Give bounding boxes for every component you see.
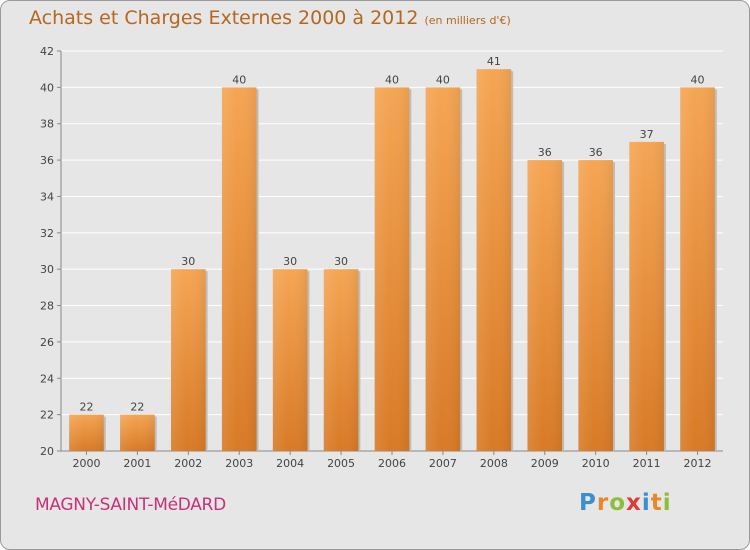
bar-sheen bbox=[323, 269, 359, 451]
bar-sheen bbox=[680, 87, 715, 451]
bar-sheen bbox=[476, 69, 512, 451]
y-tick-label: 32 bbox=[40, 227, 54, 240]
y-tick-label: 38 bbox=[40, 118, 54, 131]
data-label: 22 bbox=[130, 401, 144, 414]
bar-sheen bbox=[120, 414, 155, 451]
y-tick-label: 30 bbox=[40, 263, 54, 276]
x-tick-label: 2001 bbox=[123, 457, 151, 470]
bar-sheen bbox=[69, 414, 104, 451]
bar-sheen bbox=[527, 160, 563, 451]
y-tick-label: 40 bbox=[40, 81, 54, 94]
x-tick-label: 2011 bbox=[633, 457, 661, 470]
data-label: 30 bbox=[334, 255, 348, 268]
data-label: 41 bbox=[487, 55, 501, 68]
y-tick-label: 20 bbox=[40, 445, 54, 458]
x-tick-label: 2000 bbox=[72, 457, 100, 470]
bar-sheen bbox=[374, 87, 410, 451]
x-tick-label: 2007 bbox=[429, 457, 457, 470]
x-tick-label: 2003 bbox=[225, 457, 253, 470]
x-tick-label: 2009 bbox=[531, 457, 559, 470]
data-label: 30 bbox=[181, 255, 195, 268]
bar-sheen bbox=[425, 87, 461, 451]
data-label: 22 bbox=[79, 401, 93, 414]
y-tick-label: 42 bbox=[40, 45, 54, 58]
x-tick-label: 2002 bbox=[174, 457, 202, 470]
chart-title: Achats et Charges Externes 2000 à 2012 bbox=[29, 7, 419, 29]
x-tick-label: 2006 bbox=[378, 457, 406, 470]
bar-sheen bbox=[221, 87, 257, 451]
y-tick-label: 24 bbox=[40, 372, 54, 385]
brand-logo: Proxiti bbox=[579, 490, 672, 516]
place-name: MAGNY-SAINT-MéDARD bbox=[35, 495, 226, 515]
data-label: 40 bbox=[385, 73, 399, 86]
bar-sheen bbox=[578, 160, 614, 451]
data-label: 30 bbox=[283, 255, 297, 268]
data-label: 40 bbox=[436, 73, 450, 86]
data-label: 37 bbox=[640, 128, 654, 141]
y-tick-label: 28 bbox=[40, 300, 54, 313]
chart-subtitle: (en milliers d'€) bbox=[424, 14, 511, 27]
data-label: 40 bbox=[691, 73, 705, 86]
x-tick-label: 2010 bbox=[582, 457, 610, 470]
chart-title-block: Achats et Charges Externes 2000 à 2012 (e… bbox=[29, 7, 511, 29]
y-tick-label: 36 bbox=[40, 154, 54, 167]
x-tick-label: 2008 bbox=[480, 457, 508, 470]
bar-sheen bbox=[629, 141, 664, 451]
bar-sheen bbox=[170, 269, 206, 451]
y-tick-label: 22 bbox=[40, 409, 54, 422]
y-tick-label: 34 bbox=[40, 190, 54, 203]
x-tick-label: 2012 bbox=[684, 457, 712, 470]
x-tick-label: 2004 bbox=[276, 457, 304, 470]
x-tick-label: 2005 bbox=[327, 457, 355, 470]
y-tick-label: 26 bbox=[40, 336, 54, 349]
data-label: 40 bbox=[232, 73, 246, 86]
data-label: 36 bbox=[538, 146, 552, 159]
data-label: 36 bbox=[589, 146, 603, 159]
bar-sheen bbox=[272, 269, 308, 451]
